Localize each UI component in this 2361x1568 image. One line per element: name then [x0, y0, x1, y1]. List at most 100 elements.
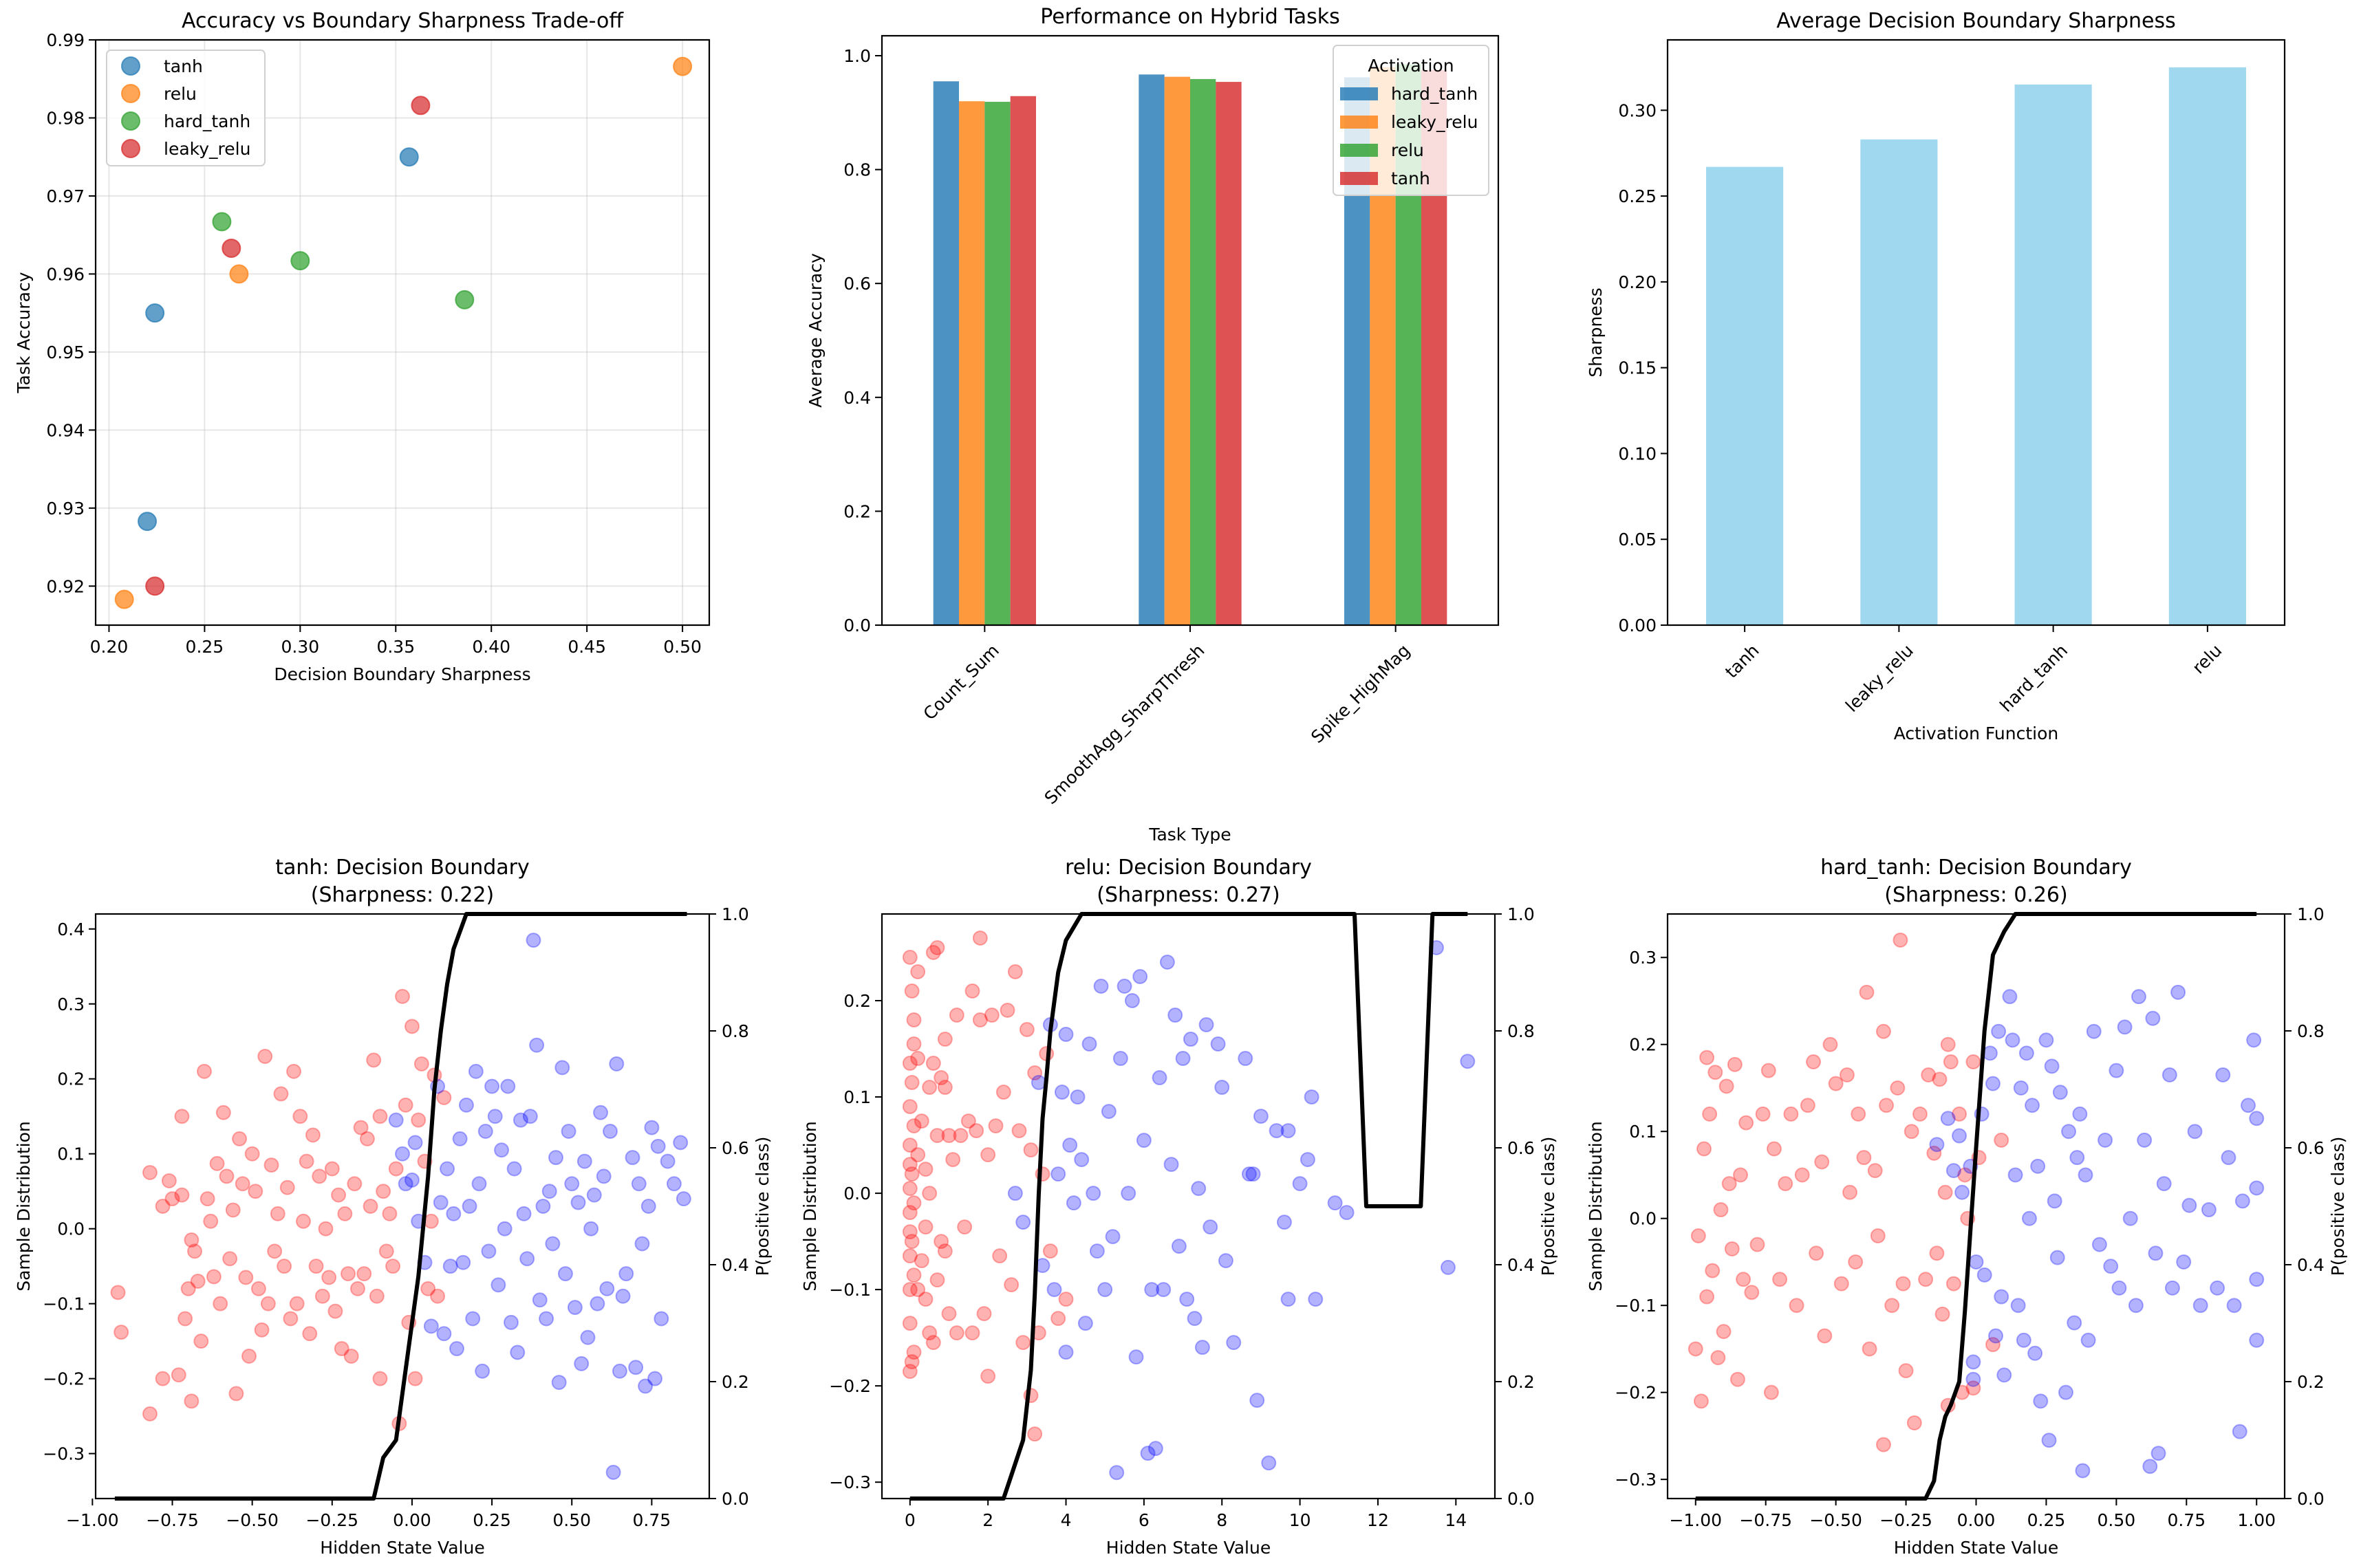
scatter-point-negative: [436, 1089, 452, 1105]
scatter-point-positive: [564, 1176, 580, 1192]
scatter-point-positive: [2086, 1023, 2102, 1039]
scatter-point-positive: [2117, 1019, 2133, 1035]
scatter-point-negative: [1004, 1277, 1020, 1293]
legend-swatch-hard_tanh: [1340, 87, 1378, 100]
scatter-point-positive: [433, 1195, 449, 1210]
scatter-point-negative: [1890, 1080, 1906, 1096]
legend-label-relu: relu: [164, 84, 197, 104]
panel-tanh-boundary: −1.00 −0.75 −0.50 −0.25 0.00 0.25 0.50 0.75 −0.3…: [14, 856, 773, 1558]
y-tick-label: −0.1: [43, 1294, 85, 1314]
legend-frame: [1333, 45, 1489, 196]
scatter-point-negative: [184, 1232, 200, 1248]
scatter-point-positive: [1167, 1008, 1183, 1023]
scatter-point-positive: [2067, 1315, 2082, 1331]
scatter-point-negative: [1749, 1237, 1765, 1252]
x-tick-label: 0.50: [663, 637, 702, 657]
scatter-point-positive: [1241, 1166, 1257, 1182]
scatter-point-positive: [2234, 1193, 2250, 1209]
scatter-point-negative: [1934, 1306, 1950, 1322]
scatter-point-negative: [910, 1147, 926, 1163]
scatter-point-negative: [1733, 1167, 1749, 1183]
scatter-point-positive: [2033, 1393, 2049, 1409]
y-tick-label: 0.1: [57, 1144, 85, 1164]
scatter-point-positive: [2058, 1384, 2073, 1400]
scatter-point-negative: [929, 940, 945, 956]
x-tick-label: 0: [905, 1510, 916, 1530]
scatter-point-negative: [1957, 1167, 1973, 1183]
chart-title: Accuracy vs Boundary Sharpness Trade-off: [182, 9, 624, 33]
scatter-point-negative: [929, 1128, 945, 1144]
y-axis-title: Task Accuracy: [14, 272, 34, 393]
scatter-point-positive: [580, 1329, 596, 1345]
legend-swatch-tanh: [1340, 172, 1378, 185]
scatter-point-negative: [1023, 1142, 1039, 1158]
scatter-point-negative: [254, 1322, 270, 1338]
scatter-point-negative: [1859, 984, 1875, 1000]
scatter-point-negative: [1839, 1067, 1855, 1083]
y-tick-label: 0.97: [46, 186, 85, 206]
scatter-point-negative: [902, 950, 918, 966]
scatter-point-negative: [1718, 1078, 1734, 1094]
scatter-point-positive: [541, 1184, 557, 1199]
scatter-point-positive: [475, 1363, 490, 1379]
x-tick-label: 0.75: [2167, 1510, 2206, 1530]
scatter-point-positive: [2030, 1158, 2046, 1174]
scatter-point-negative: [906, 1267, 922, 1283]
scatter-point-positive: [465, 1311, 481, 1327]
scatter-point-positive: [1292, 1176, 1308, 1192]
scatter-point-negative: [1755, 1106, 1771, 1122]
scatter-point-positive: [2249, 1332, 2265, 1348]
scatter-point-negative: [906, 1344, 922, 1360]
scatter-point-positive: [446, 1206, 462, 1221]
scatter-point-negative: [331, 1187, 347, 1203]
y-tick-label: −0.3: [829, 1472, 871, 1492]
scatter-point-positive: [2215, 1067, 2231, 1083]
scatter-point-negative: [407, 1371, 423, 1386]
scatter-point-negative: [988, 1118, 1004, 1134]
scatter-point-negative: [1015, 1335, 1031, 1351]
scatter-point-negative: [1783, 1106, 1799, 1122]
y-tick-label: 0.99: [46, 30, 85, 50]
x-tick-label: 10: [1289, 1510, 1311, 1530]
scatter-point-negative: [305, 1127, 321, 1143]
scatter-point-negative: [161, 1173, 177, 1188]
scatter-point-positive: [2145, 1010, 2161, 1026]
x-axis-title: Hidden State Value: [1894, 1538, 2058, 1558]
y-tick-label: 0.0: [843, 616, 871, 635]
scatter-point-negative: [984, 1008, 1000, 1023]
scatter-point-negative: [922, 1080, 938, 1096]
y-axis-title: Sample Distribution: [800, 1121, 820, 1292]
scatter-point-positive: [2210, 1280, 2225, 1296]
y-tick-label: 0.15: [1618, 358, 1657, 378]
scatter-point-positive: [1952, 1128, 1968, 1144]
y2-tick-label: 0.8: [722, 1021, 749, 1041]
x-axis-title: Hidden State Value: [1106, 1538, 1271, 1558]
scatter-point-negative: [349, 1281, 365, 1296]
scatter-point-positive: [1965, 1354, 1981, 1370]
scatter-point-negative: [904, 983, 920, 999]
scatter-point-negative: [1875, 1437, 1891, 1452]
y-tick-label: 0.25: [1618, 186, 1657, 206]
chart-title: relu: Decision Boundary: [1065, 856, 1312, 880]
y-tick-label: 0.98: [46, 108, 85, 128]
scatter-point-negative: [1699, 1049, 1715, 1065]
scatter-point-negative: [308, 1259, 324, 1274]
scatter-point-positive: [2080, 1332, 2096, 1348]
scatter-point-positive: [500, 1078, 516, 1094]
scatter-point-positive: [628, 1360, 644, 1375]
scatter-point-negative: [1794, 1167, 1810, 1183]
scatter-point-negative: [314, 1288, 330, 1304]
scatter-point-positive: [1050, 1166, 1066, 1182]
scatter-point-negative: [279, 1179, 295, 1195]
scatter-point-positive: [676, 1191, 691, 1207]
scatter-point-positive: [1152, 1070, 1167, 1086]
scatter-point-negative: [902, 1137, 918, 1153]
scatter-point-positive: [596, 1168, 612, 1184]
scatter-point-positive: [1929, 1137, 1945, 1153]
scatter-point-positive: [2013, 1080, 2029, 1096]
scatter-point-negative: [372, 1371, 388, 1386]
scatter-point-positive: [2249, 1180, 2265, 1196]
scatter-point-negative: [142, 1406, 158, 1422]
scatter-point-negative: [1856, 1150, 1872, 1166]
scatter-point-positive: [398, 1176, 413, 1192]
